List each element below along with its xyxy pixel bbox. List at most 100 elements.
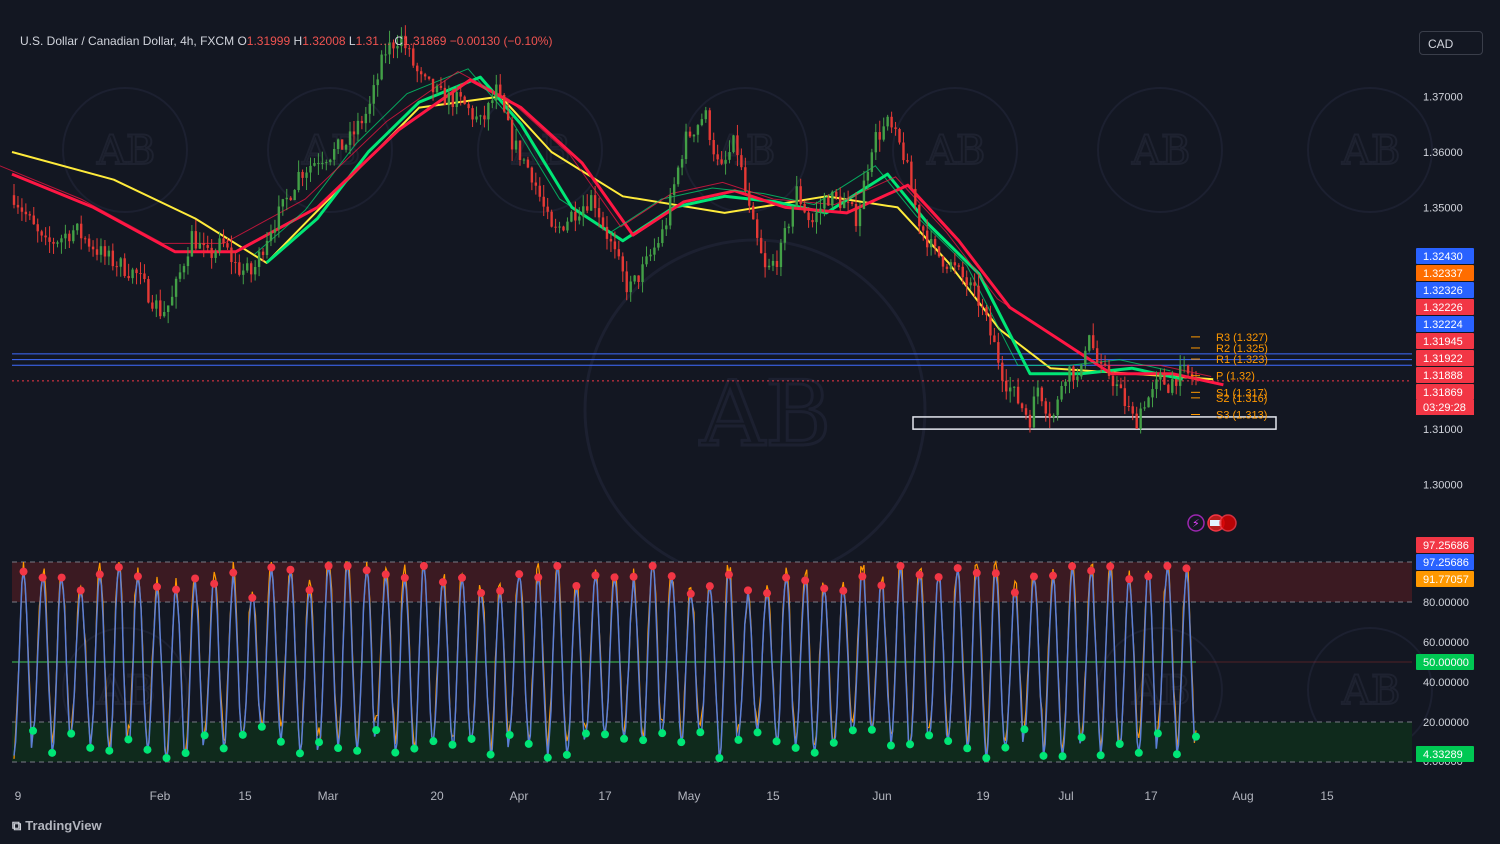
candle-body-96 [392, 42, 395, 49]
osc-peak-dot-17 [343, 562, 352, 570]
candle-body-84 [344, 144, 348, 150]
candle-body-150 [605, 226, 609, 239]
osc-trough-dot-4 [105, 746, 114, 755]
candle-body-171 [688, 131, 692, 137]
candle-body-203 [815, 212, 818, 223]
candle-body-188 [755, 219, 759, 238]
candle-body-255 [1020, 403, 1024, 409]
candle-body-296 [1182, 365, 1186, 367]
time-tick-13: Aug [1232, 789, 1253, 803]
candle-body-138 [558, 226, 561, 228]
candle-body-152 [613, 241, 617, 250]
osc-peak-dot-46 [896, 562, 905, 570]
watermark-text-5: AB [1131, 128, 1190, 174]
candle-body-189 [759, 237, 763, 254]
candle-body-225 [902, 142, 905, 161]
price-tag-5: 1.31945 [1423, 336, 1463, 348]
watermark-ring-5 [1097, 87, 1223, 213]
watermark-big-text: AB [699, 362, 831, 467]
pivot-levels: R3 (1.327)R2 (1.325)R1 (1.323) P (1.32) S1… [1191, 332, 1268, 422]
candle-body-79 [325, 162, 328, 164]
osc-trough-dot-5 [124, 735, 133, 744]
price-axis[interactable]: 1.30000 1.31000 1.35000 1.36000 1.37000 20.00… [1423, 92, 1469, 768]
candle-body-75 [309, 165, 312, 173]
symbol-name[interactable]: U.S. Dollar / Canadian Dollar, 4h, FXCM [20, 34, 235, 48]
time-tick-10: 19 [976, 789, 990, 803]
candle-body-285 [1139, 408, 1142, 429]
candle-body-132 [534, 182, 538, 186]
osc-trough-dot-26 [524, 739, 533, 748]
candle-body-100 [408, 48, 411, 50]
candle-body-175 [704, 110, 708, 120]
candle-body-11 [56, 242, 59, 244]
watermark-ring-3 [682, 87, 808, 213]
candle-body-217 [870, 152, 874, 172]
candle-body-126 [510, 120, 514, 150]
time-axis[interactable]: 9 Feb 15 Mar 20 Apr 17 May 15 Jun 19 Jul 17 Aug 15 [15, 789, 1334, 803]
osc-tag-bg-3 [1416, 654, 1474, 670]
currency-button[interactable]: CAD [1419, 31, 1483, 55]
osc-peak-dot-2 [57, 573, 66, 582]
candle-body-240 [961, 266, 964, 278]
flag-stack-icon[interactable] [1219, 514, 1237, 532]
candle-body-10 [52, 241, 55, 244]
lightning-icon[interactable] [1187, 514, 1205, 532]
support-zone[interactable] [912, 416, 1277, 430]
osc-tag-0: 97.25686 [1423, 540, 1469, 552]
candle-body-70 [289, 197, 292, 201]
candle-body-120 [487, 103, 490, 120]
candle-body-192 [771, 260, 775, 266]
osc-trough-dot-18 [372, 726, 381, 735]
osc-peak-dot-39 [763, 589, 772, 598]
osc-trough-dot-33 [658, 729, 667, 738]
candle-body-55 [230, 247, 233, 263]
candle-body-17 [80, 223, 83, 239]
price-tick-0: 1.30000 [1423, 480, 1463, 492]
osc-peak-dot-7 [152, 582, 161, 591]
osc-trough-dot-47 [925, 731, 934, 740]
price-tag-bg-6 [1416, 350, 1474, 366]
candle-body-25 [111, 250, 115, 267]
price-tag-7: 1.31888 [1423, 370, 1463, 382]
candle-body-54 [226, 243, 229, 248]
price-tag-3: 1.32226 [1423, 302, 1463, 314]
close-label: C [394, 34, 403, 48]
osc-trough-dot-24 [486, 750, 495, 759]
pivot-label-1: R2 (1.325) [1216, 343, 1268, 355]
candle-body-155 [625, 271, 628, 293]
osc-peak-dot-12 [248, 593, 257, 602]
event-icons[interactable]: ⚡ [1187, 514, 1237, 532]
symbol-legend[interactable]: U.S. Dollar / Canadian Dollar, 4h, FXCM … [20, 34, 552, 48]
osc-tick-2: 60.00000 [1423, 637, 1469, 649]
candle-body-187 [752, 205, 755, 220]
support-rectangle [912, 416, 1277, 430]
candle-body-279 [1115, 384, 1119, 387]
candle-body-264 [1056, 399, 1059, 416]
price-tag-bg-7 [1416, 367, 1474, 383]
low-label: L [348, 34, 356, 48]
candle-body-199 [799, 186, 802, 205]
candle-body-159 [641, 264, 644, 283]
osc-trough-dot-32 [639, 736, 648, 745]
candle-body-212 [850, 202, 854, 204]
candle-body-250 [1001, 362, 1004, 381]
osc-trough-dot-9 [200, 731, 209, 740]
candle-body-15 [72, 230, 75, 242]
candle-body-206 [827, 197, 830, 206]
tradingview-brand[interactable]: ⧉ TradingView [12, 818, 102, 834]
osc-trough-dot-53 [1039, 751, 1048, 760]
osc-trough-dot-45 [886, 741, 895, 750]
candle-body-280 [1119, 384, 1123, 389]
candle-body-69 [285, 197, 288, 200]
price-tag-4: 1.32224 [1423, 319, 1463, 331]
candle-body-66 [273, 229, 277, 233]
osc-trough-dot-0 [29, 726, 38, 735]
candle-body-163 [657, 243, 660, 248]
candle-body-108 [439, 85, 443, 88]
candle-body-178 [716, 154, 719, 160]
osc-peak-dot-48 [934, 573, 943, 582]
osc-trough-dot-44 [867, 725, 876, 734]
osc-tick-1: 40.00000 [1423, 677, 1469, 689]
